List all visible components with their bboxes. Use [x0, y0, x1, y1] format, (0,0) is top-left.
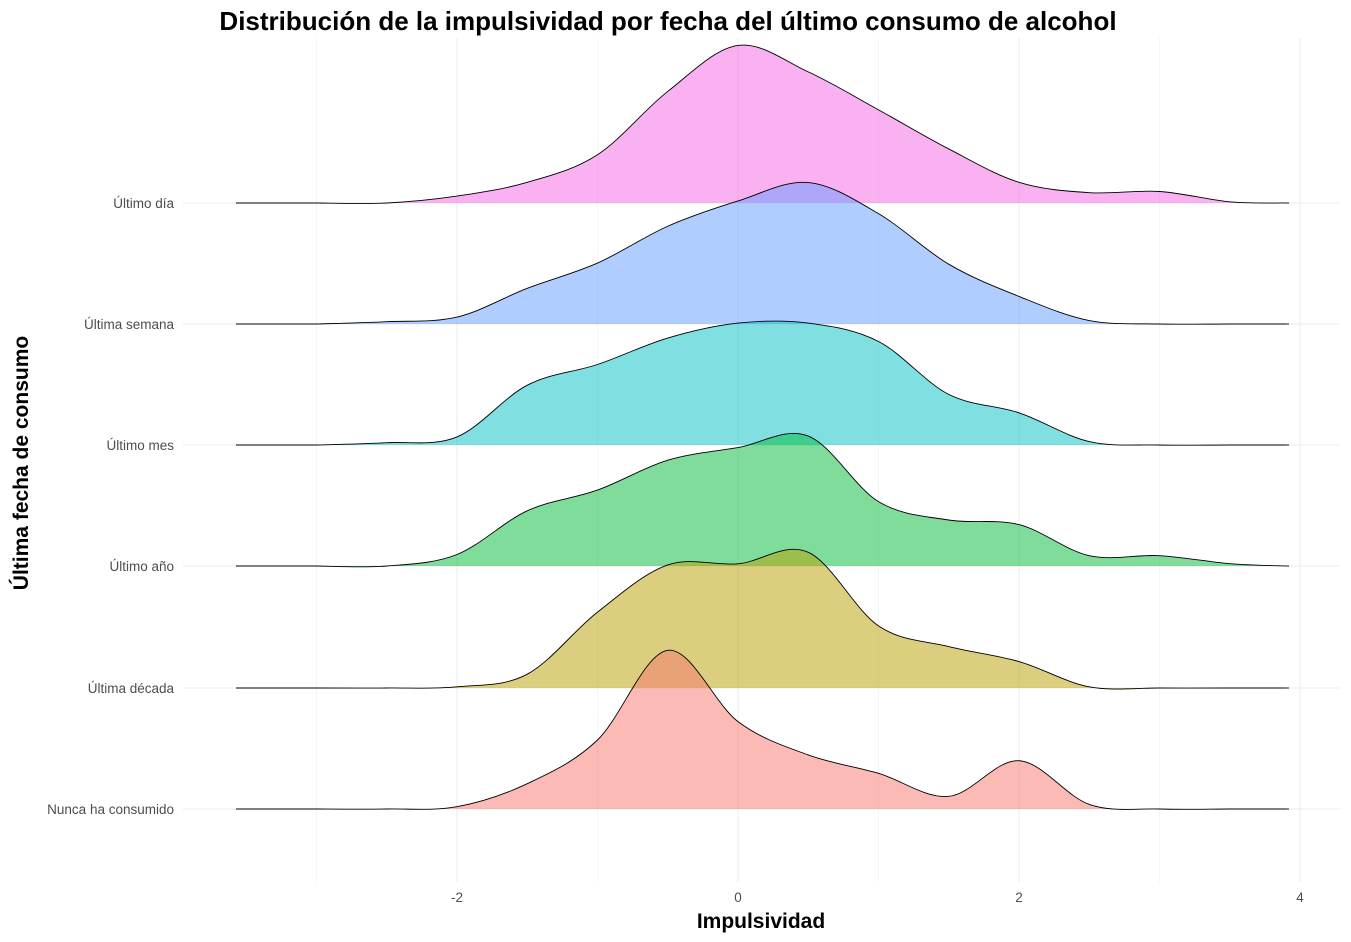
ridge-series	[236, 649, 1289, 810]
y-tick-label: Último año	[109, 559, 174, 574]
x-tick-label: 0	[734, 890, 742, 905]
x-tick-label: -2	[451, 890, 463, 905]
x-axis-title: Impulsividad	[697, 910, 825, 933]
ridge-area	[316, 321, 1286, 446]
y-tick-label: Última década	[88, 681, 175, 696]
ridge-area	[316, 45, 1286, 204]
x-tick-labels: -2 0 2 4	[451, 890, 1304, 905]
ridge-series	[236, 181, 1289, 325]
ridges	[236, 44, 1289, 810]
ridge-outline	[316, 44, 1286, 204]
ridge-outline	[316, 432, 1286, 568]
y-tick-label: Última semana	[84, 317, 175, 332]
x-tick-label: 2	[1015, 890, 1023, 905]
y-tick-labels: Último día Última semana Último mes Último …	[47, 196, 174, 817]
chart-title: Distribución de la impulsividad por fech…	[219, 6, 1116, 36]
ridge-outline	[316, 548, 1286, 690]
ridge-series	[236, 44, 1289, 204]
ridge-area	[316, 182, 1286, 325]
ridge-series	[236, 432, 1289, 568]
ridge-area	[316, 433, 1286, 567]
ridge-area	[316, 650, 1286, 810]
y-tick-label: Nunca ha consumido	[47, 802, 174, 817]
ridge-outline	[316, 320, 1286, 446]
x-tick-label: 4	[1296, 890, 1304, 905]
y-tick-label: Último día	[113, 196, 174, 211]
ridge-area	[316, 549, 1286, 690]
ridge-series	[236, 320, 1289, 446]
ridge-outline	[316, 181, 1286, 325]
ridge-series	[236, 548, 1289, 690]
y-tick-label: Último mes	[106, 438, 174, 453]
y-axis-title: Última fecha de consumo	[9, 336, 33, 590]
ridge-outline	[316, 649, 1286, 810]
